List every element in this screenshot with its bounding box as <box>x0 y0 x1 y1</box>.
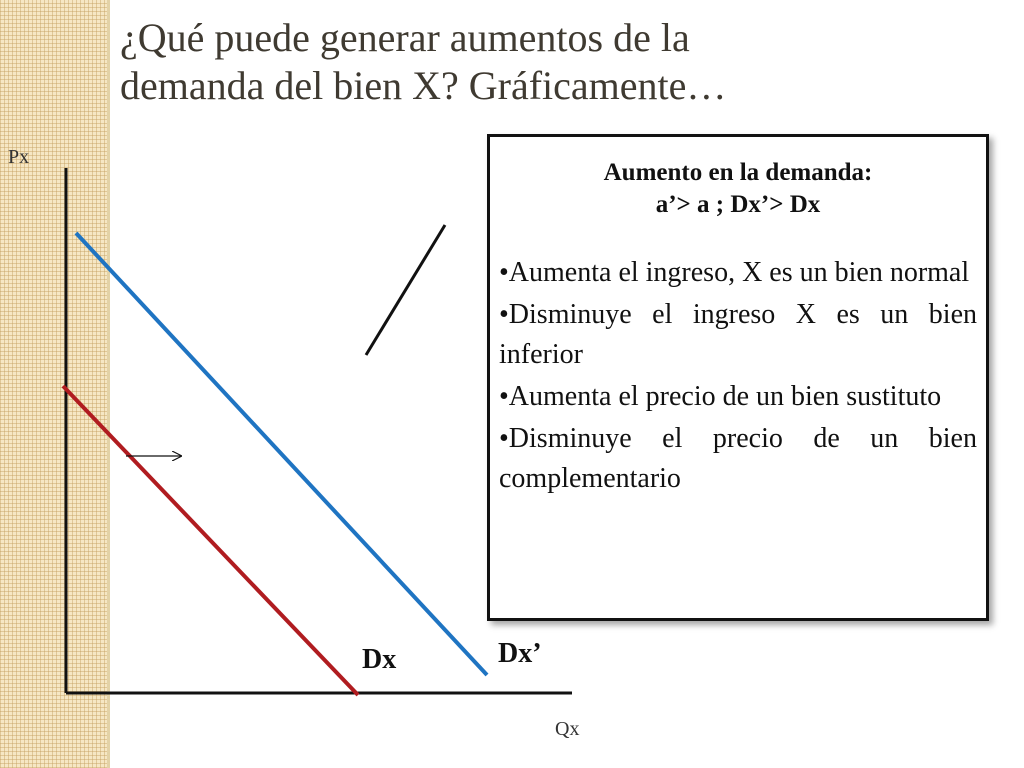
y-axis-label: Px <box>8 146 30 168</box>
decorative-side-band <box>0 0 110 768</box>
curve-label-dx-prime: Dx’ <box>498 638 542 669</box>
curve-label-dx: Dx <box>362 644 397 675</box>
slanted-line <box>364 224 447 356</box>
info-heading-line-1: Aumento en la demanda: <box>603 159 873 186</box>
list-item: •Aumenta el ingreso, X es un bien normal <box>499 257 970 288</box>
slide-title: ¿Qué puede generar aumentos de la demand… <box>120 14 980 110</box>
list-item: •Disminuye el ingreso X es un bien infer… <box>499 299 977 370</box>
title-line-1: ¿Qué puede generar aumentos de la <box>120 15 690 60</box>
demand-curve-dx <box>61 384 360 697</box>
x-axis-label: Qx <box>555 718 580 740</box>
list-item: •Disminuye el precio de un bien compleme… <box>499 423 977 494</box>
info-box: Aumento en la demanda: a’> a ; Dx’> Dx •… <box>487 134 989 621</box>
demand-curve-dx-prime <box>74 231 489 677</box>
info-heading-line-2: a’> a ; Dx’> Dx <box>655 191 821 218</box>
info-list: •Aumenta el ingreso, X es un bien normal… <box>499 253 977 499</box>
title-line-2: demanda del bien X? Gráficamente… <box>120 63 727 108</box>
list-item: •Aumenta el precio de un bien sustituto <box>499 381 942 412</box>
info-heading: Aumento en la demanda: a’> a ; Dx’> Dx <box>499 157 977 221</box>
